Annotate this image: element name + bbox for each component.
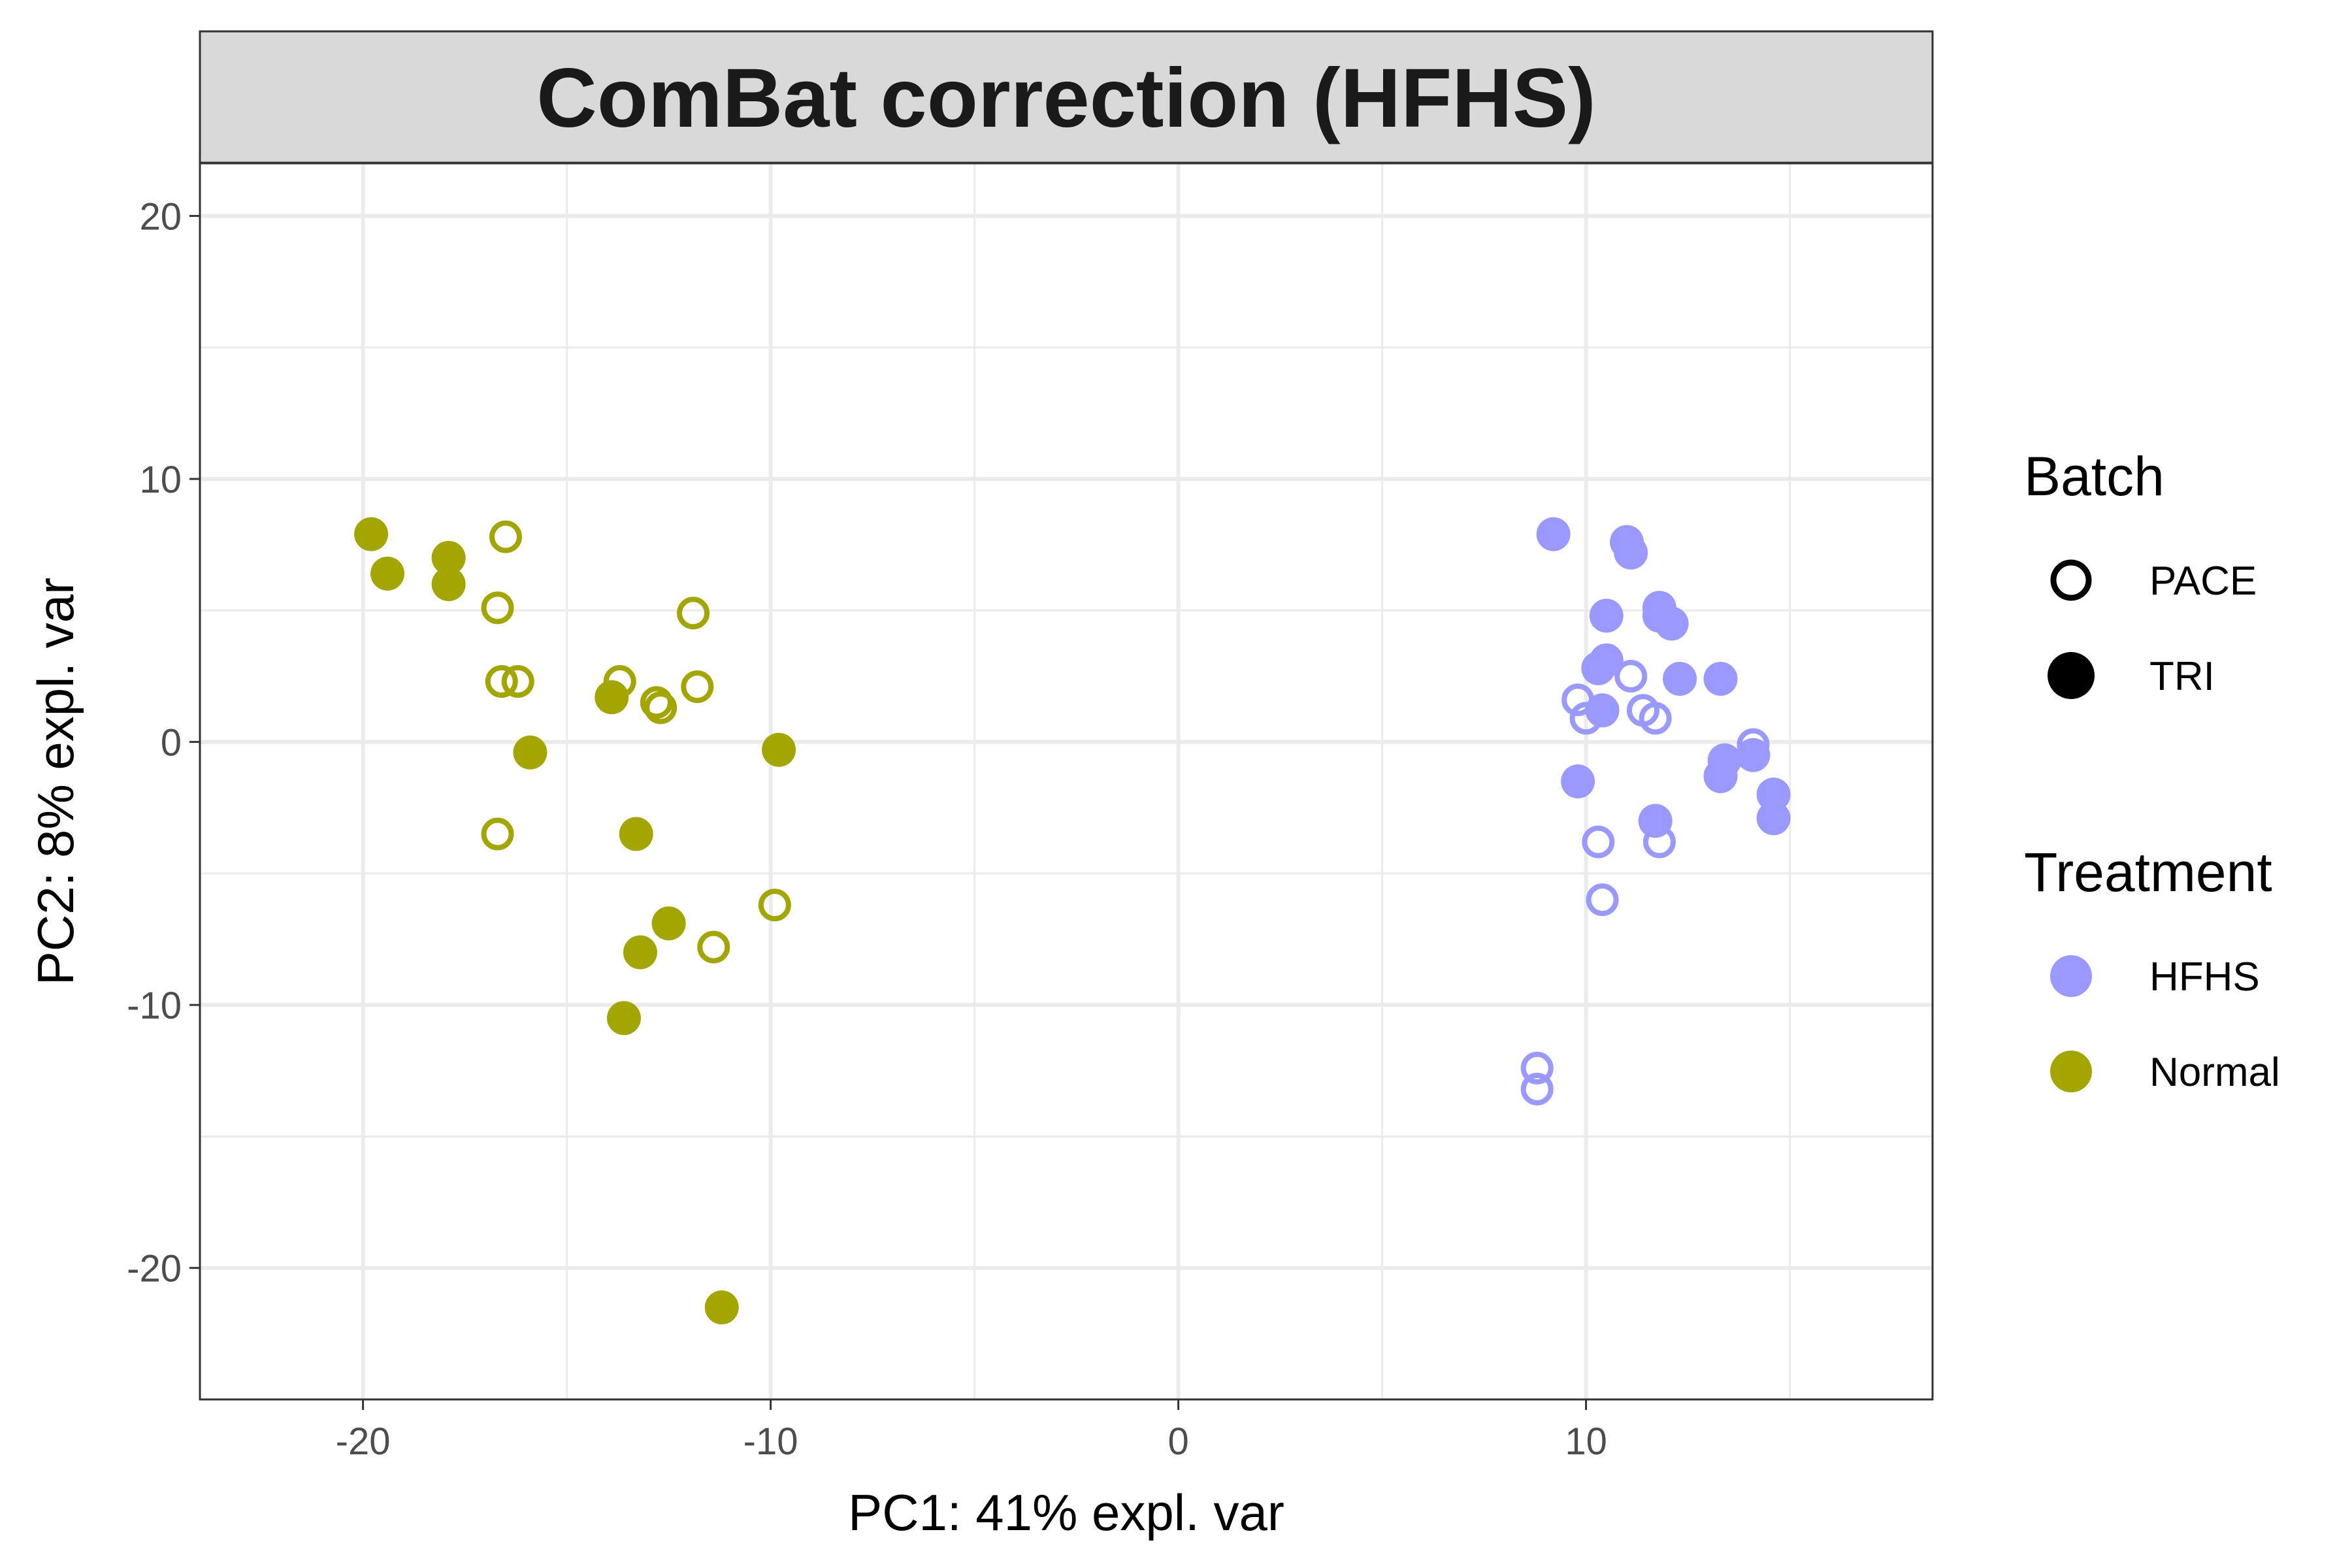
normal-tri-point: [623, 935, 657, 970]
hfhs-tri-point: [1561, 764, 1595, 798]
legend-treatment-title: Treatment: [2024, 841, 2272, 903]
chart-title: ComBat correction (HFHS): [536, 52, 1595, 145]
normal-pace-point: [697, 930, 730, 964]
x-tick-label: 10: [1565, 1420, 1607, 1463]
hfhs-tri-point: [1756, 801, 1791, 836]
title-strip: [199, 30, 1934, 165]
y-tick-label: 0: [161, 722, 182, 764]
normal-pace-point: [677, 596, 710, 630]
hfhs-tri-point: [1707, 743, 1742, 777]
normal-tri-point: [606, 1001, 641, 1036]
normal-pace-point: [681, 670, 714, 704]
y-tick-label: 20: [139, 196, 182, 238]
normal-pace-point: [640, 686, 673, 719]
normal-tri-point: [354, 517, 389, 551]
legend-hfhs-label: HFHS: [2149, 955, 2260, 1000]
y-axis-title: PC2: 8% expl. var: [27, 578, 84, 985]
hfhs-pace-point: [1586, 883, 1619, 917]
legend-batch-title: Batch: [2024, 446, 2164, 507]
hfhs-pace-point: [1569, 702, 1603, 735]
legend-normal-label: Normal: [2149, 1050, 2280, 1095]
grid-major: [200, 163, 1933, 1399]
normal-pace-point: [481, 817, 514, 851]
x-tick-label: -20: [336, 1420, 391, 1463]
hfhs-tri-point: [1663, 662, 1697, 696]
hfhs-tri-point: [1614, 535, 1648, 570]
normal-tri-point: [651, 906, 686, 941]
legend-batch: Batch PACE TRI: [2024, 446, 2257, 699]
x-axis-title: PC1: 41% expl. var: [848, 1484, 1284, 1541]
normal-tri-point: [513, 735, 547, 770]
legend-tri-label: TRI: [2149, 654, 2215, 699]
legend-hfhs-key: [2050, 955, 2092, 997]
hfhs-tri-point: [1536, 517, 1571, 551]
hfhs-tri-point: [1736, 738, 1771, 772]
y-tick-label: -20: [127, 1248, 182, 1290]
normal-pace-point: [758, 889, 791, 922]
normal-pace-point: [644, 691, 678, 725]
hfhs-tri-point: [1703, 662, 1738, 696]
hfhs-pace-point: [1561, 683, 1595, 717]
normal-pace-point: [489, 520, 522, 553]
hfhs-tri-point: [1654, 606, 1689, 641]
legend-pace-label: PACE: [2149, 559, 2257, 604]
hfhs-pace-point: [1614, 659, 1648, 693]
normal-pace-point: [481, 591, 514, 625]
normal-tri-point: [619, 817, 653, 851]
y-axis-ticks: -20 -10 0 10 20: [127, 196, 200, 1290]
plot-border: [199, 162, 1934, 1401]
normal-tri-point: [704, 1290, 739, 1325]
legend-pace-key: [2050, 559, 2092, 601]
y-tick-label: -10: [127, 985, 182, 1027]
hfhs-pace-point: [1737, 728, 1770, 761]
normal-tri-point: [370, 556, 405, 591]
normal-tri-point: [431, 540, 466, 575]
x-tick-label: 0: [1168, 1420, 1188, 1463]
hfhs-pace-point: [1520, 1051, 1554, 1085]
legend-treatment: Treatment HFHS Normal: [2024, 841, 2280, 1095]
hfhs-tri-point: [1756, 777, 1791, 812]
hfhs-tri-point: [1589, 598, 1624, 633]
normal-pace-point: [603, 665, 636, 698]
hfhs-pace-point: [1639, 702, 1672, 735]
normal-tri-point: [431, 567, 466, 602]
plot-panel: [200, 163, 1933, 1399]
normal-tri-point: [595, 680, 629, 715]
legend-normal-key: [2050, 1051, 2092, 1092]
x-axis-ticks: -20 -10 0 10: [336, 1399, 1607, 1463]
hfhs-pace-point: [1642, 825, 1676, 858]
legend-tri-key: [2048, 652, 2095, 699]
hfhs-pace-point: [1520, 1072, 1554, 1105]
normal-pace-point: [485, 665, 518, 698]
normal-tri-point: [762, 732, 796, 767]
hfhs-pace-point: [1582, 825, 1615, 858]
x-tick-label: -10: [743, 1420, 798, 1463]
data-points: [354, 517, 1791, 1325]
hfhs-tri-point: [1589, 643, 1624, 678]
y-tick-label: 10: [139, 459, 182, 501]
normal-pace-point: [501, 665, 534, 698]
